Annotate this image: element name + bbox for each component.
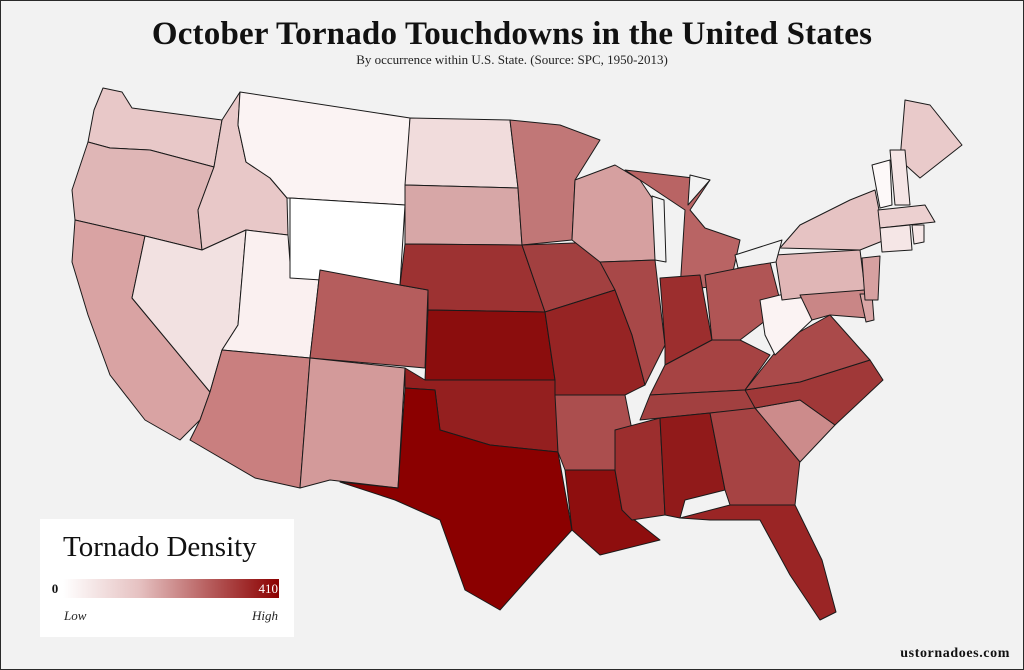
state-ny <box>779 189 886 251</box>
legend-color-ramp <box>63 579 279 598</box>
state-ma <box>877 204 936 229</box>
state-ks <box>424 309 556 381</box>
state-mi <box>624 169 741 291</box>
map-subtitle: By occurrence within U.S. State. (Source… <box>356 52 668 67</box>
state-ms <box>614 417 666 521</box>
state-nd <box>404 117 519 189</box>
state-wy <box>289 197 406 286</box>
legend-low-label: Low <box>64 608 87 623</box>
legend-title: Tornado Density <box>63 531 257 563</box>
map-title: October Tornado Touchdowns in the United… <box>151 16 873 52</box>
legend-min-label: 0 <box>51 581 59 596</box>
site-credit: ustornadoes.com <box>900 646 1010 661</box>
state-nm <box>299 357 406 489</box>
state-tx <box>339 387 573 611</box>
state-md <box>799 289 869 321</box>
legend-high-label: High <box>252 608 278 623</box>
state-ri <box>911 224 925 245</box>
state-co <box>309 269 429 369</box>
great-lake-1 <box>651 195 667 263</box>
state-nh <box>889 149 911 206</box>
legend-max-label: 410 <box>258 581 279 596</box>
state-ct <box>879 224 913 253</box>
great-lake-3 <box>734 239 783 269</box>
state-sd <box>404 184 523 246</box>
state-vt <box>871 159 893 209</box>
state-me <box>899 99 963 179</box>
state-nj <box>861 255 881 301</box>
great-lake-2 <box>687 174 711 206</box>
state-fl <box>679 504 837 621</box>
legend: Tornado Density 0 410 Low High <box>40 519 294 637</box>
